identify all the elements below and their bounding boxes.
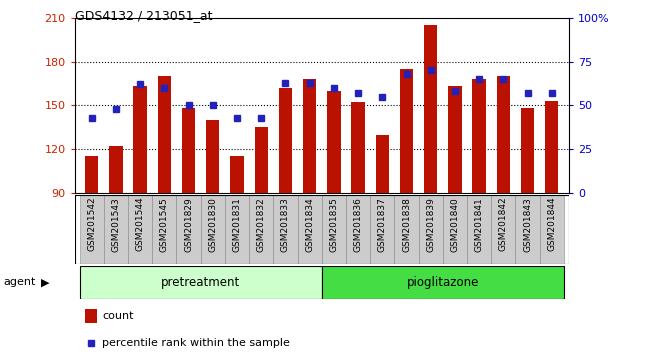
Bar [255, 127, 268, 193]
Bar [79, 195, 104, 264]
Text: GSM201835: GSM201835 [330, 197, 339, 252]
Text: ▶: ▶ [41, 277, 49, 287]
Bar [540, 195, 564, 264]
Bar [133, 86, 147, 193]
Bar [104, 195, 128, 264]
Bar [448, 86, 461, 193]
Bar [545, 101, 558, 193]
Text: GSM201836: GSM201836 [354, 197, 363, 252]
Bar [109, 146, 123, 193]
Bar [176, 195, 201, 264]
Text: GSM201841: GSM201841 [474, 197, 484, 252]
Bar [467, 195, 491, 264]
Text: GSM201838: GSM201838 [402, 197, 411, 252]
Bar [79, 266, 322, 299]
Text: agent: agent [3, 277, 36, 287]
Text: GSM201832: GSM201832 [257, 197, 266, 252]
Bar [376, 135, 389, 193]
Bar [152, 195, 176, 264]
Text: GSM201844: GSM201844 [547, 197, 556, 251]
Text: percentile rank within the sample: percentile rank within the sample [102, 338, 290, 348]
Bar [158, 76, 171, 193]
Bar [419, 195, 443, 264]
Bar [327, 91, 341, 193]
Bar [225, 195, 249, 264]
Text: GSM201834: GSM201834 [305, 197, 314, 252]
Bar [84, 309, 97, 323]
Bar [249, 195, 273, 264]
Text: pioglitazone: pioglitazone [407, 276, 479, 289]
Text: GSM201842: GSM201842 [499, 197, 508, 251]
Bar [273, 195, 298, 264]
Bar [352, 102, 365, 193]
Text: GDS4132 / 213051_at: GDS4132 / 213051_at [75, 9, 213, 22]
Bar [85, 156, 98, 193]
Text: GSM201837: GSM201837 [378, 197, 387, 252]
Bar [346, 195, 370, 264]
Bar [521, 108, 534, 193]
Bar [279, 88, 292, 193]
Text: GSM201843: GSM201843 [523, 197, 532, 252]
Bar [128, 195, 152, 264]
Bar [424, 25, 437, 193]
Bar [322, 195, 346, 264]
Bar [395, 195, 419, 264]
Text: GSM201829: GSM201829 [184, 197, 193, 252]
Bar [230, 156, 244, 193]
Bar [491, 195, 515, 264]
Bar [370, 195, 395, 264]
Bar [298, 195, 322, 264]
Bar [497, 76, 510, 193]
Text: pretreatment: pretreatment [161, 276, 240, 289]
Bar [206, 120, 220, 193]
Text: GSM201542: GSM201542 [87, 197, 96, 251]
Text: count: count [102, 311, 133, 321]
Bar [443, 195, 467, 264]
Text: GSM201831: GSM201831 [233, 197, 242, 252]
Bar [303, 79, 317, 193]
Bar [400, 69, 413, 193]
Bar [182, 108, 195, 193]
Bar [515, 195, 540, 264]
Text: GSM201543: GSM201543 [111, 197, 120, 252]
Text: GSM201840: GSM201840 [450, 197, 460, 252]
Text: GSM201833: GSM201833 [281, 197, 290, 252]
Bar [322, 266, 564, 299]
Text: GSM201839: GSM201839 [426, 197, 436, 252]
Bar [473, 79, 486, 193]
Text: GSM201545: GSM201545 [160, 197, 169, 252]
Text: GSM201544: GSM201544 [136, 197, 145, 251]
Bar [201, 195, 225, 264]
Text: GSM201830: GSM201830 [208, 197, 217, 252]
